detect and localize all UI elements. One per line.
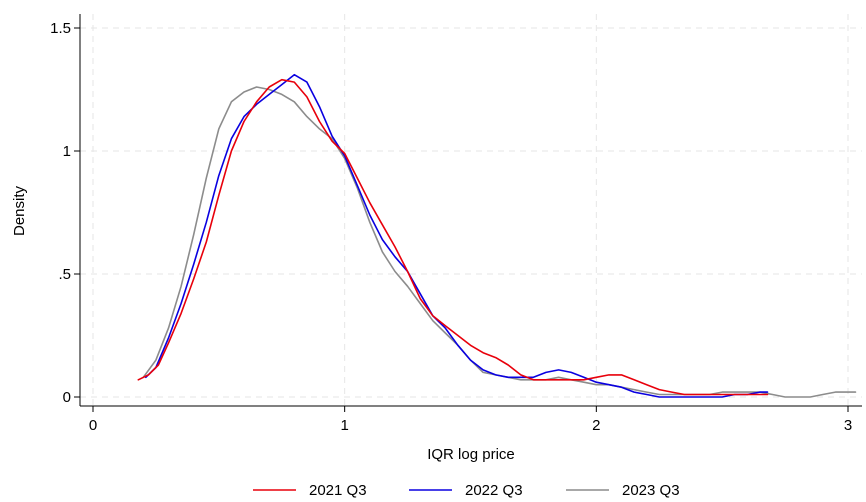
legend-label-2021-q3: 2021 Q3 <box>309 482 367 499</box>
gridlines <box>80 14 862 406</box>
x-tick-label: 0 <box>89 417 97 434</box>
legend: 2021 Q3 2022 Q3 2023 Q3 <box>253 482 680 499</box>
x-tick-label: 1 <box>340 417 348 434</box>
series-line-2021-q3 <box>137 78 769 396</box>
tick-labels: 0 1 2 3 0 .5 1 1.5 <box>50 20 852 434</box>
legend-label-2023-q3: 2023 Q3 <box>622 482 680 499</box>
series-line-2022-q3 <box>145 73 769 398</box>
series-lines <box>137 73 857 398</box>
x-tick-label: 2 <box>592 417 600 434</box>
axes <box>74 14 862 412</box>
y-axis-title: Density <box>11 185 28 236</box>
y-tick-label: 0 <box>63 389 71 406</box>
y-tick-label: .5 <box>58 266 71 283</box>
x-axis-title: IQR log price <box>427 446 515 463</box>
y-tick-label: 1.5 <box>50 20 71 37</box>
y-tick-label: 1 <box>63 143 71 160</box>
x-tick-label: 3 <box>844 417 852 434</box>
legend-label-2022-q3: 2022 Q3 <box>465 482 523 499</box>
